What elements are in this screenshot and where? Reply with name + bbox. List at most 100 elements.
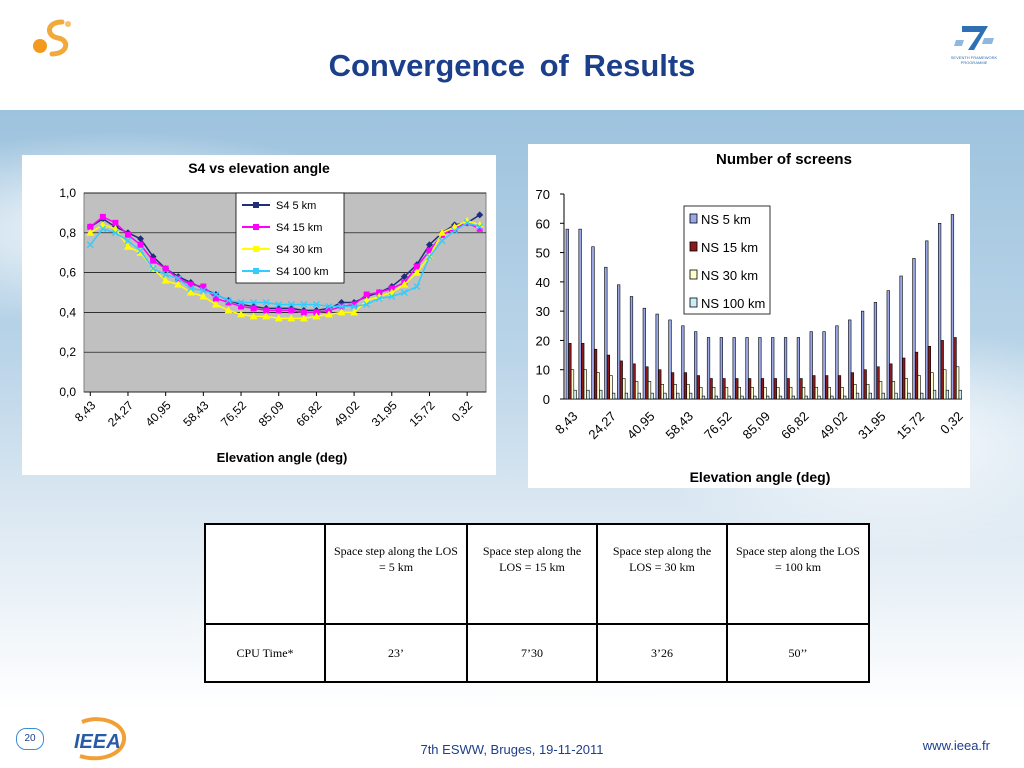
bar-0 — [925, 240, 929, 400]
data-point — [438, 228, 447, 236]
data-point — [250, 305, 257, 312]
x-tick-label: 31,95 — [369, 398, 400, 429]
data-point — [412, 268, 421, 276]
x-tick-label: 66,82 — [293, 398, 324, 429]
bar-1 — [914, 351, 919, 400]
table-header-row: Space step along the LOS = 5 km Space st… — [204, 523, 870, 625]
table-row: CPU Time* 23’ 7’30 3’26 50’’ — [204, 623, 870, 683]
bar-3 — [650, 392, 654, 400]
cpu-time-table: Space step along the LOS = 5 km Space st… — [204, 523, 870, 683]
data-point — [124, 237, 132, 245]
website-url[interactable]: www.ieea.fr — [922, 738, 990, 753]
bar-2 — [609, 375, 613, 400]
data-point — [237, 298, 245, 306]
seventh-framework-programme-logo: SEVENTH FRAMEWORK PROGRAMME — [951, 26, 998, 65]
data-point — [162, 271, 170, 279]
bar-1 — [876, 366, 880, 400]
bar-3 — [778, 395, 783, 400]
data-point — [124, 231, 131, 238]
x-tick-label: 0,32 — [449, 398, 476, 425]
bar-0 — [655, 313, 659, 400]
bar-3 — [689, 392, 693, 400]
x-tick-label: 24,27 — [105, 398, 136, 429]
y-tick-label: 0,6 — [59, 266, 76, 280]
data-point — [476, 211, 484, 219]
bar-0 — [617, 284, 621, 400]
data-point — [338, 302, 345, 310]
s4-line-chart-svg: S4 vs elevation angle1,00,80,60,40,20,08… — [59, 160, 487, 465]
x-tick-label: 8,43 — [72, 398, 99, 425]
x-axis-label: Elevation angle (deg) — [690, 469, 831, 485]
bar-3 — [907, 392, 911, 400]
bar-0 — [835, 325, 839, 400]
data-point — [463, 219, 471, 227]
data-point — [451, 227, 459, 235]
data-point — [87, 223, 94, 230]
bar-2 — [570, 369, 575, 400]
data-point — [137, 241, 144, 248]
x-tick-label: 76,52 — [218, 398, 249, 429]
data-point — [263, 307, 270, 314]
data-point — [238, 303, 245, 310]
bar-2 — [635, 381, 639, 400]
bar-1 — [927, 345, 931, 400]
bar-0 — [938, 222, 942, 400]
data-point — [174, 280, 183, 288]
bar-2 — [724, 386, 729, 400]
x-tick-label: 40,95 — [143, 398, 174, 429]
bar-2 — [827, 386, 831, 400]
data-point — [388, 293, 396, 300]
bar-0 — [886, 290, 890, 400]
x-tick-label: 0,32 — [937, 409, 966, 438]
header-cell-30km: Space step along the LOS = 30 km — [596, 523, 728, 625]
series-line-3 — [89, 222, 480, 308]
bar-0 — [642, 307, 646, 400]
data-point — [200, 283, 207, 290]
bar-2 — [622, 378, 626, 400]
bar-1 — [722, 378, 726, 400]
bar-1 — [825, 375, 829, 400]
bar-1 — [696, 375, 700, 400]
y-tick-label: 30 — [536, 304, 550, 319]
x-tick-label: 15,72 — [894, 409, 928, 443]
bar-2 — [956, 366, 960, 400]
data-point — [187, 285, 195, 292]
bar-0 — [732, 337, 736, 400]
screens-bar-chart-svg: Number of screens 70 60 50 40 30 20 10 08,43 24,2… — [536, 151, 966, 485]
bar-1 — [837, 375, 842, 400]
cpu-time-30km: 3’26 — [596, 623, 728, 683]
bar-2 — [879, 381, 883, 400]
bar-1 — [671, 372, 675, 400]
cpu-time-5km: 23’ — [324, 623, 468, 683]
data-point — [123, 242, 132, 250]
bar-0 — [565, 228, 569, 400]
bar-0 — [629, 296, 634, 400]
bar-2 — [891, 381, 896, 400]
bar-3 — [573, 389, 577, 400]
data-point — [162, 265, 169, 272]
header-cell-5km: Space step along the LOS = 5 km — [324, 523, 468, 625]
chart-title: S4 vs elevation angle — [188, 160, 330, 176]
data-point — [400, 289, 408, 296]
x-tick-label: 49,02 — [331, 398, 362, 429]
header-cell-empty — [204, 523, 326, 625]
bar-0 — [950, 214, 955, 400]
data-point — [363, 291, 370, 298]
y-tick-label: 0,4 — [59, 305, 76, 319]
number-of-screens-bar-chart: Number of screens 70 60 50 40 30 20 10 0 8,43 24,2… — [528, 144, 970, 488]
bar-0 — [822, 331, 826, 400]
bar-0 — [578, 228, 582, 400]
data-point — [413, 263, 420, 270]
bar-3 — [612, 392, 616, 400]
data-point — [212, 295, 219, 302]
bar-3 — [599, 389, 603, 400]
row-label-cpu-time: CPU Time* — [204, 623, 326, 683]
data-point — [438, 237, 446, 245]
legend-label: NS 30 km — [701, 268, 758, 283]
data-point — [287, 300, 295, 308]
data-point — [99, 213, 106, 220]
y-tick-label: 70 — [536, 187, 550, 202]
bar-2 — [647, 381, 652, 400]
data-point — [86, 241, 94, 249]
bar-1 — [658, 369, 662, 400]
